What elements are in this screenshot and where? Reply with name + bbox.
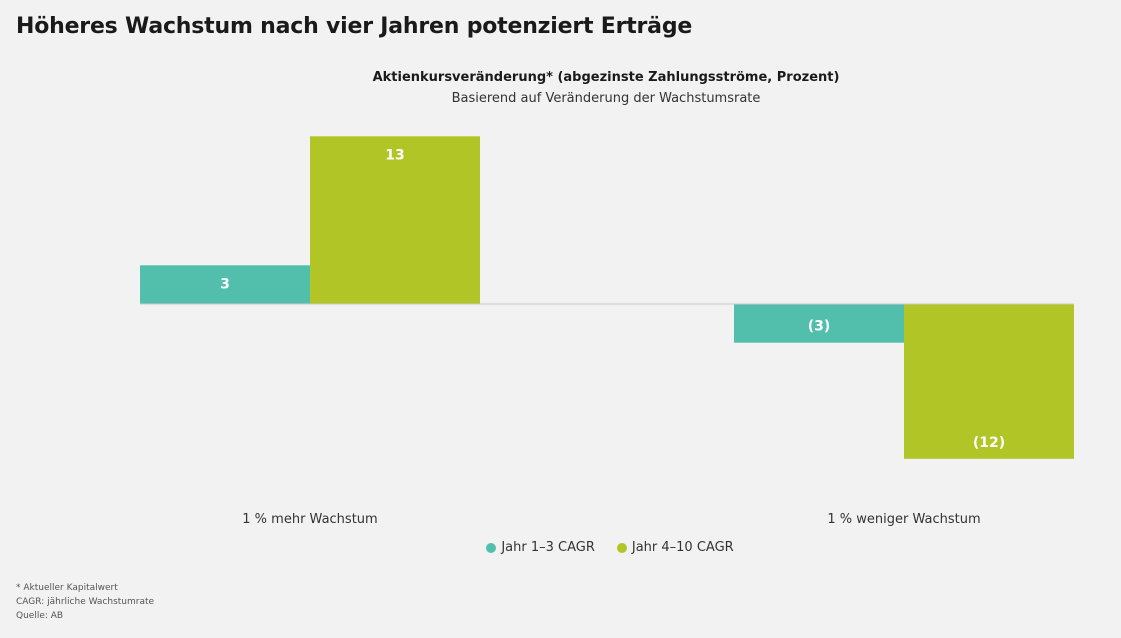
- legend-item-series-1: Jahr 1–3 CAGR: [486, 540, 595, 555]
- bar-series-2-category-2: [904, 304, 1074, 459]
- footnotes: * Aktueller Kapitalwert CAGR: jährliche …: [16, 581, 154, 623]
- legend-label-series-1: Jahr 1–3 CAGR: [501, 540, 595, 555]
- bar-series-1-category-2: [734, 304, 904, 343]
- data-label-series-1-category-1: 3: [220, 276, 230, 292]
- legend: Jahr 1–3 CAGR Jahr 4–10 CAGR: [0, 540, 1121, 555]
- chart-subtitle: Basierend auf Veränderung der Wachstumsr…: [451, 91, 761, 106]
- chart-title: Aktienkursveränderung* (abgezinste Zahlu…: [372, 70, 840, 85]
- page-title: Höheres Wachstum nach vier Jahren potenz…: [16, 14, 693, 39]
- data-label-series-2-category-2: (12): [973, 435, 1005, 451]
- bar-series-2-category-1: [310, 136, 480, 304]
- bar-chart: 3 (3) 13 (12) 1 % mehr Wachstum 1 % weniger …: [140, 136, 1074, 527]
- legend-swatch-series-1: [486, 542, 497, 553]
- category-label-1: 1 % mehr Wachstum: [242, 512, 377, 527]
- bar-series-1-category-1: [140, 265, 310, 304]
- data-label-series-2-category-1: 13: [385, 147, 404, 163]
- footnote-asterisk: * Aktueller Kapitalwert: [16, 583, 118, 593]
- category-label-2: 1 % weniger Wachstum: [827, 512, 980, 527]
- footnote-source: Quelle: AB: [16, 611, 64, 621]
- legend-label-series-2: Jahr 4–10 CAGR: [631, 540, 734, 555]
- data-label-series-1-category-2: (3): [808, 319, 831, 335]
- legend-item-series-2: Jahr 4–10 CAGR: [616, 540, 734, 555]
- legend-swatch-series-2: [616, 542, 627, 553]
- footnote-cagr: CAGR: jährliche Wachstumrate: [16, 597, 155, 607]
